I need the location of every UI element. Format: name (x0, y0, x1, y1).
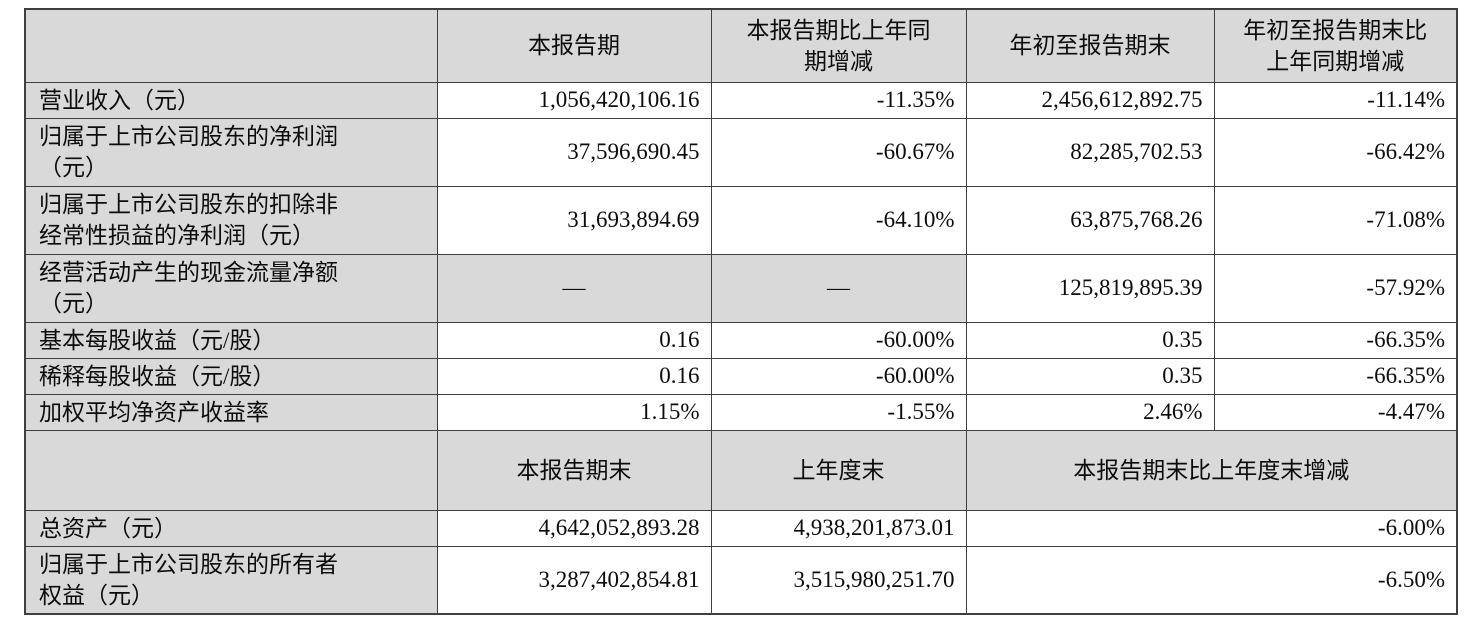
header-label: 上年度末 (792, 457, 885, 483)
table-row-net-profit-excl-nonrecurring: 归属于上市公司股东的扣除非经常性损益的净利润（元） 31,693,894.69 … (24, 185, 1458, 255)
value-cell: 4,642,052,893.28 (436, 509, 712, 547)
header-end-of-period: 本报告期末 (436, 429, 712, 511)
value-cell: 37,596,690.45 (436, 117, 712, 187)
header-label: 本报告期 (528, 33, 620, 59)
value-cell: -60.00% (710, 321, 967, 359)
header-label: 年初至报告期末比上年同期增减 (1243, 17, 1428, 74)
header-row-period-end: 本报告期末 上年度末 本报告期末比上年度末增减 (24, 429, 1458, 511)
table-row-total-assets: 总资产（元） 4,642,052,893.28 4,938,201,873.01… (24, 509, 1458, 547)
header-end-of-last-year: 上年度末 (710, 429, 967, 511)
value-cell: 0.16 (436, 357, 712, 395)
value-cell-dash: — (710, 253, 967, 323)
value-cell: -66.35% (1213, 357, 1458, 395)
header-ytd: 年初至报告期末 (965, 8, 1215, 83)
table-row-revenue: 营业收入（元） 1,056,420,106.16 -11.35% 2,456,6… (24, 81, 1458, 119)
header-corner-cell (24, 8, 438, 83)
value-cell-dash: — (436, 253, 712, 323)
value-cell: -66.35% (1213, 321, 1458, 359)
header-current-period-yoy: 本报告期比上年同期增减 (710, 8, 967, 83)
table-row-operating-cash-flow: 经营活动产生的现金流量净额（元） — — 125,819,895.39 -57.… (24, 253, 1458, 323)
header-corner-cell (24, 429, 438, 511)
metric-label: 基本每股收益（元/股） (24, 321, 438, 359)
table-row-net-profit: 归属于上市公司股东的净利润（元） 37,596,690.45 -60.67% 8… (24, 117, 1458, 187)
header-label: 本报告期比上年同期增减 (746, 17, 931, 74)
value-cell: -64.10% (710, 185, 967, 255)
value-cell: 82,285,702.53 (965, 117, 1215, 187)
value-cell: 2.46% (965, 393, 1215, 431)
value-cell: 0.35 (965, 357, 1215, 395)
table-row-basic-eps: 基本每股收益（元/股） 0.16 -60.00% 0.35 -66.35% (24, 321, 1458, 359)
header-ytd-yoy: 年初至报告期末比上年同期增减 (1213, 8, 1458, 83)
metric-label: 归属于上市公司股东的所有者权益（元） (24, 545, 438, 615)
value-cell: 2,456,612,892.75 (965, 81, 1215, 119)
value-cell: 31,693,894.69 (436, 185, 712, 255)
value-cell: -4.47% (1213, 393, 1458, 431)
metric-label: 总资产（元） (24, 509, 438, 547)
value-cell: 0.35 (965, 321, 1215, 359)
value-cell: -1.55% (710, 393, 967, 431)
metric-label: 稀释每股收益（元/股） (24, 357, 438, 395)
value-cell: 4,938,201,873.01 (710, 509, 967, 547)
financial-summary-table: 本报告期 本报告期比上年同期增减 年初至报告期末 年初至报告期末比上年同期增减 … (24, 8, 1458, 615)
value-cell-change: -6.00% (965, 509, 1458, 547)
metric-label: 归属于上市公司股东的扣除非经常性损益的净利润（元） (24, 185, 438, 255)
header-row-period: 本报告期 本报告期比上年同期增减 年初至报告期末 年初至报告期末比上年同期增减 (24, 8, 1458, 83)
value-cell: 0.16 (436, 321, 712, 359)
metric-label: 营业收入（元） (24, 81, 438, 119)
value-cell: 1.15% (436, 393, 712, 431)
value-cell: -11.14% (1213, 81, 1458, 119)
value-cell: 3,515,980,251.70 (710, 545, 967, 615)
table-row-diluted-eps: 稀释每股收益（元/股） 0.16 -60.00% 0.35 -66.35% (24, 357, 1458, 395)
value-cell: -60.00% (710, 357, 967, 395)
value-cell: 3,287,402,854.81 (436, 545, 712, 615)
table-row-equity: 归属于上市公司股东的所有者权益（元） 3,287,402,854.81 3,51… (24, 545, 1458, 615)
value-cell: -57.92% (1213, 253, 1458, 323)
metric-label: 经营活动产生的现金流量净额（元） (24, 253, 438, 323)
header-label: 年初至报告期末 (1009, 33, 1171, 59)
header-period-vs-last-year: 本报告期末比上年度末增减 (965, 429, 1458, 511)
header-label: 本报告期末 (516, 457, 632, 483)
value-cell: -11.35% (710, 81, 967, 119)
value-cell: 1,056,420,106.16 (436, 81, 712, 119)
metric-label: 归属于上市公司股东的净利润（元） (24, 117, 438, 187)
value-cell: 125,819,895.39 (965, 253, 1215, 323)
table-row-weighted-avg-roe: 加权平均净资产收益率 1.15% -1.55% 2.46% -4.47% (24, 393, 1458, 431)
metric-label: 加权平均净资产收益率 (24, 393, 438, 431)
value-cell: 63,875,768.26 (965, 185, 1215, 255)
value-cell: -66.42% (1213, 117, 1458, 187)
value-cell: -60.67% (710, 117, 967, 187)
value-cell: -71.08% (1213, 185, 1458, 255)
value-cell-change: -6.50% (965, 545, 1458, 615)
header-current-period: 本报告期 (436, 8, 712, 83)
